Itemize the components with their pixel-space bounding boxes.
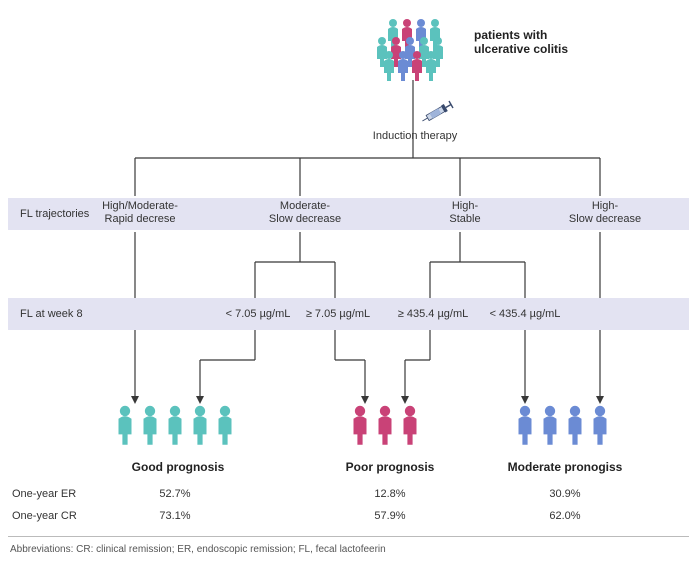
syringe-icon [420,100,456,124]
patient-cluster-icon [370,13,456,81]
poor-er: 12.8% [365,488,415,500]
traj-4: High- Slow decrease [560,200,650,226]
good-prognosis-label: Good prognosis [128,460,228,474]
patients-title-l2: ulcerative colitis [474,42,568,56]
threshold-3: ≥ 435.4 µg/mL [388,308,478,320]
traj-3: High- Stable [430,200,500,226]
traj-2: Moderate- Slow decrease [260,200,350,226]
mod-er: 30.9% [540,488,590,500]
footer-rule [8,536,689,537]
poor-prognosis-icon [345,404,435,454]
threshold-1: < 7.05 µg/mL [218,308,298,320]
diagram-root: patients with ulcerative colitis Inducti… [0,0,697,572]
poor-cr: 57.9% [365,510,415,522]
patients-title: patients with ulcerative colitis [474,28,568,56]
threshold-4: < 435.4 µg/mL [480,308,570,320]
moderate-prognosis-icon [510,404,620,454]
moderate-prognosis-label: Moderate pronogiss [500,460,630,474]
good-cr: 73.1% [150,510,200,522]
good-er: 52.7% [150,488,200,500]
traj-1: High/Moderate- Rapid decrese [95,200,185,226]
connectors [0,0,697,572]
threshold-2: ≥ 7.05 µg/mL [298,308,378,320]
abbreviations: Abbreviations: CR: clinical remission; E… [10,544,386,555]
good-prognosis-icon [110,404,240,454]
one-year-cr-label: One-year CR [12,510,77,522]
induction-label: Induction therapy [370,130,460,142]
poor-prognosis-label: Poor prognosis [340,460,440,474]
mod-cr: 62.0% [540,510,590,522]
patients-title-l1: patients with [474,28,547,42]
one-year-er-label: One-year ER [12,488,76,500]
